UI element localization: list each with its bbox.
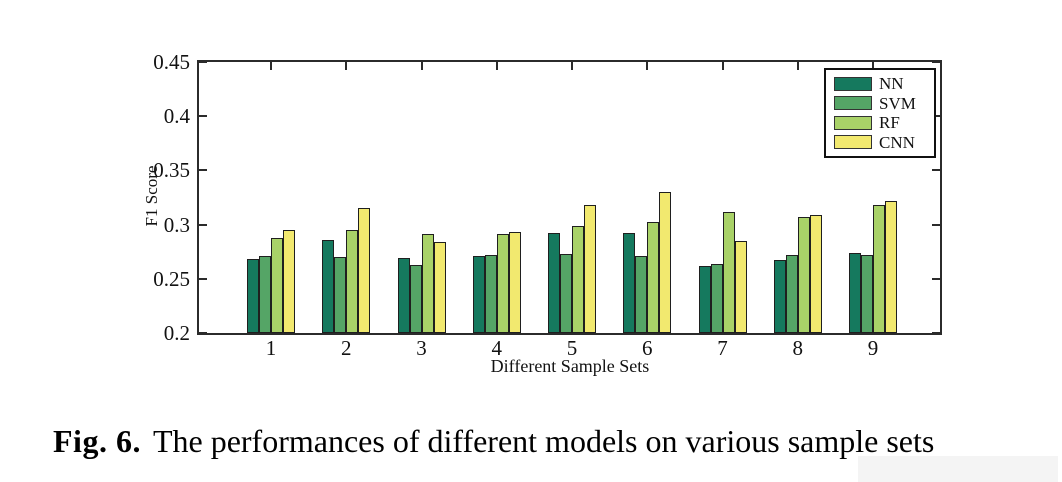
y-tick-label: 0.4 (163, 104, 190, 129)
bar-rf-set6 (647, 222, 660, 333)
bar-svm-set5 (560, 253, 572, 333)
bar-svm-set1 (259, 256, 271, 333)
y-tick-label: 0.2 (163, 321, 190, 345)
bar-nn-set7 (698, 265, 711, 333)
bar-nn-set9 (849, 252, 861, 333)
x-tick-label: 7 (717, 336, 728, 360)
bar-cnn-set6 (659, 192, 672, 333)
y-tick-label: 0.45 (153, 50, 190, 74)
legend-item-nn: NN (834, 75, 926, 92)
x-tick-label: 8 (792, 336, 804, 360)
bar-rf-set1 (271, 237, 283, 333)
y-axis-tick (932, 115, 940, 118)
y-tick-label: 0.3 (163, 212, 190, 237)
plot-area (197, 60, 942, 335)
x-axis-tick (796, 62, 799, 70)
figure-caption: Fig. 6. The performances of different mod… (53, 423, 1053, 459)
bar-nn-set5 (548, 233, 560, 333)
bar-nn-set3 (397, 258, 410, 333)
bar-svm-set4 (484, 254, 497, 333)
legend-label: CNN (879, 132, 915, 152)
legend-swatch-svm (834, 96, 872, 111)
bar-cnn-set8 (809, 214, 822, 333)
legend-item-rf: RF (834, 114, 926, 131)
bar-rf-set9 (873, 205, 885, 333)
bar-cnn-set7 (734, 240, 747, 333)
x-axis-tick (345, 62, 348, 70)
y-axis-tick (199, 115, 207, 118)
y-axis-tick (932, 223, 940, 226)
bar-cnn-set5 (584, 205, 596, 333)
x-axis-tick (495, 62, 498, 70)
bar-svm-set9 (861, 254, 873, 333)
x-tick-label: 4 (491, 336, 503, 360)
legend: NN SVM RF CNN (824, 68, 936, 158)
legend-label: RF (879, 113, 900, 133)
overlay-artifact (858, 456, 1058, 482)
x-axis-tick (571, 62, 573, 70)
legend-item-svm: SVM (834, 95, 926, 112)
legend-swatch-rf (834, 115, 872, 130)
x-tick-label: 3 (416, 336, 427, 360)
y-tick-label: 0.35 (153, 158, 190, 183)
x-axis-tick (872, 62, 874, 70)
y-axis-tick (199, 169, 207, 172)
x-tick-label: 2 (341, 336, 352, 360)
x-axis-tick (646, 62, 649, 70)
bar-rf-set8 (797, 217, 810, 333)
bar-svm-set2 (334, 257, 347, 333)
y-axis-tick (199, 277, 207, 280)
legend-swatch-nn (834, 76, 872, 91)
x-tick-label: 1 (265, 336, 277, 360)
bar-cnn-set4 (508, 232, 521, 333)
caption-label: Fig. 6. (53, 423, 141, 459)
x-axis-tick (270, 62, 272, 70)
legend-label: NN (879, 74, 904, 94)
legend-label: SVM (879, 93, 916, 113)
bar-svm-set7 (710, 263, 723, 333)
bar-cnn-set3 (433, 241, 446, 333)
y-axis-tick (932, 332, 940, 334)
bar-nn-set8 (773, 260, 786, 333)
x-axis-tick (420, 62, 423, 70)
bar-nn-set1 (247, 259, 259, 333)
x-axis-tick (721, 62, 724, 70)
x-tick-label: 5 (566, 336, 578, 360)
bar-nn-set2 (322, 239, 335, 333)
y-axis-label: F1 Score (142, 165, 161, 227)
bar-nn-set6 (623, 233, 636, 333)
x-tick-label: 9 (867, 336, 879, 360)
bar-cnn-set9 (885, 200, 897, 333)
bar-rf-set3 (421, 234, 434, 333)
y-axis-tick (199, 332, 207, 334)
y-axis-tick (932, 61, 940, 63)
bar-rf-set7 (722, 211, 735, 333)
y-axis-tick (932, 277, 940, 280)
bar-svm-set6 (635, 256, 648, 333)
y-axis-tick (932, 169, 940, 172)
bar-cnn-set2 (358, 208, 371, 333)
legend-item-cnn: CNN (834, 134, 926, 151)
y-axis-tick (199, 61, 207, 63)
bar-rf-set5 (572, 225, 584, 333)
bar-nn-set4 (472, 256, 485, 333)
bar-svm-set3 (409, 264, 422, 333)
x-tick-label: 6 (642, 336, 653, 360)
bar-rf-set4 (496, 234, 509, 333)
y-tick-label: 0.25 (153, 266, 190, 291)
caption-text: The performances of different models on … (152, 423, 935, 459)
bar-svm-set8 (785, 254, 798, 333)
y-axis-tick (199, 223, 207, 226)
legend-swatch-cnn (834, 135, 872, 150)
bar-rf-set2 (346, 230, 359, 333)
bar-cnn-set1 (283, 230, 295, 333)
x-axis-title: Different Sample Sets (490, 356, 650, 376)
